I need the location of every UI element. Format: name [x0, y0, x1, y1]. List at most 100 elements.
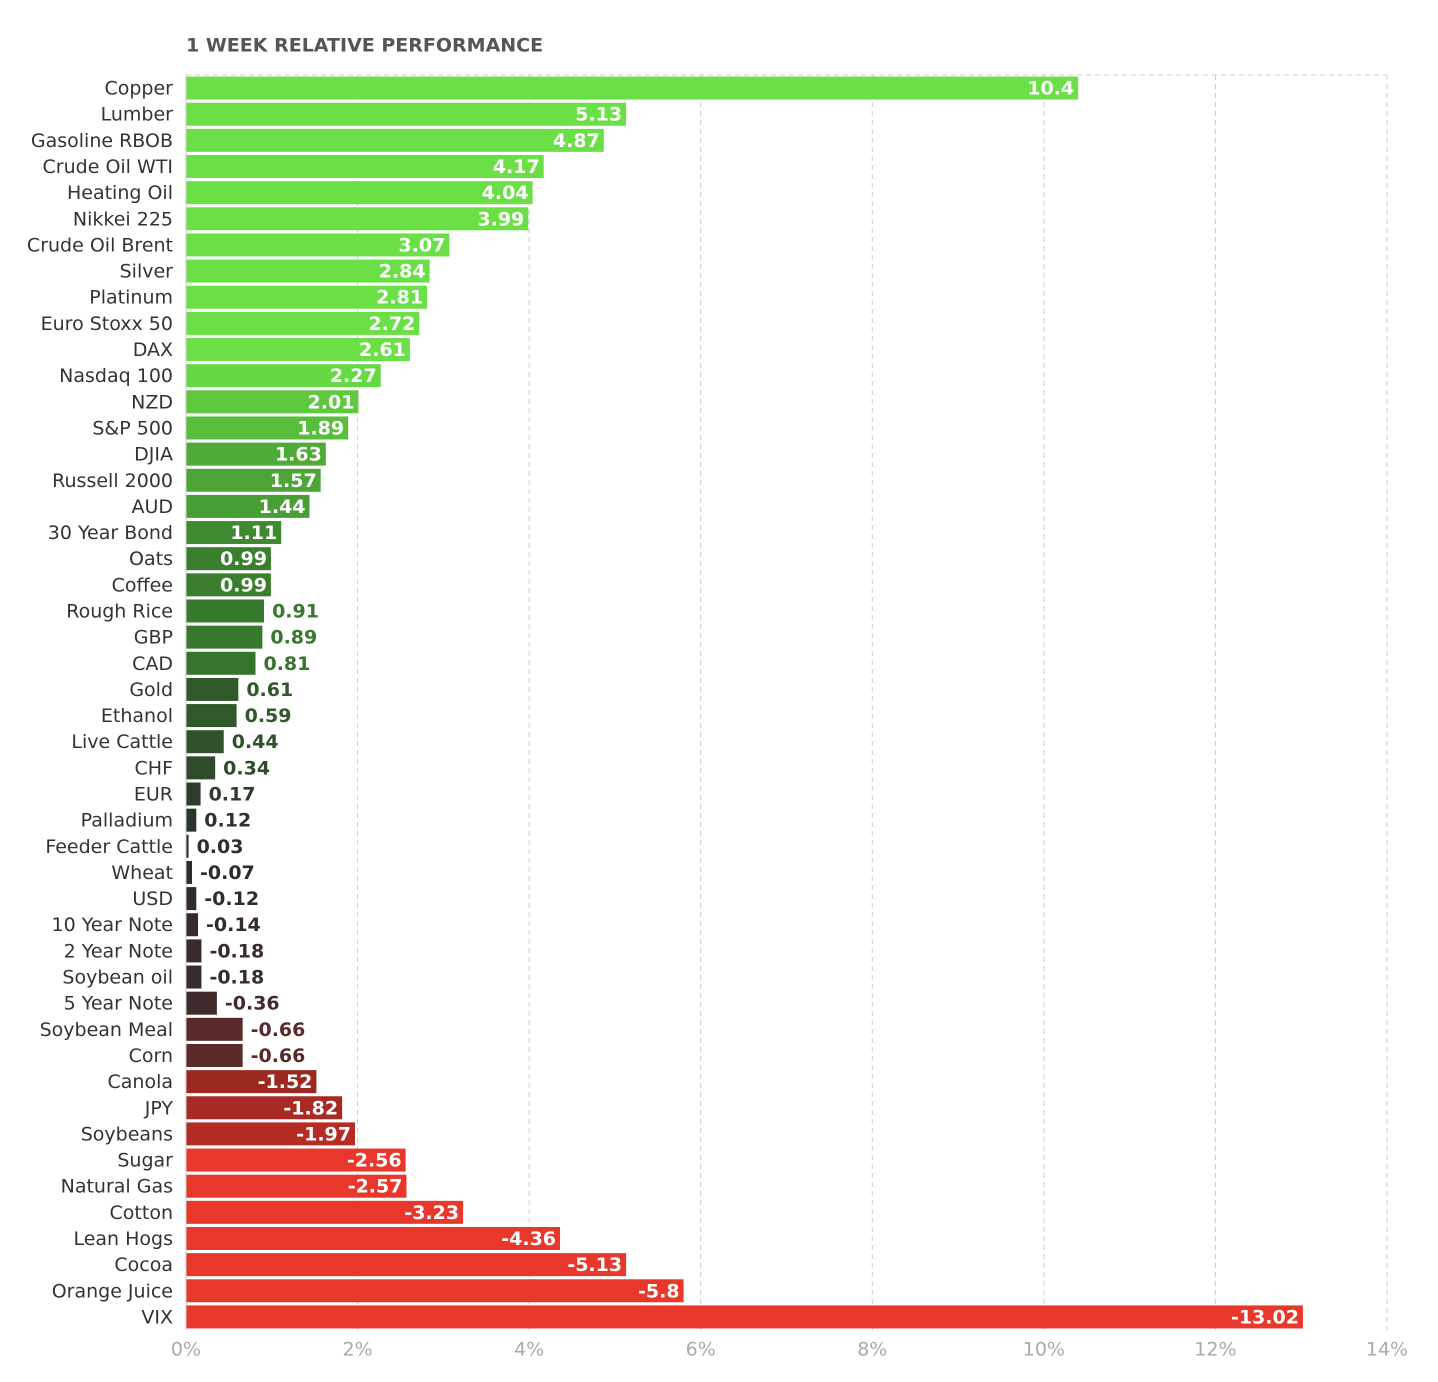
- y-tick-label: Natural Gas: [61, 1176, 173, 1198]
- y-tick-label: Soybeans: [81, 1123, 173, 1145]
- y-tick-label: NZD: [131, 391, 173, 413]
- value-label: 1.89: [297, 417, 344, 439]
- bar: [186, 573, 271, 597]
- bar: [186, 782, 201, 806]
- value-label: 2.72: [368, 313, 415, 335]
- bar: [186, 311, 420, 335]
- value-label: -5.8: [638, 1280, 680, 1302]
- y-tick-label: Lumber: [101, 104, 174, 126]
- bar: [186, 1200, 464, 1224]
- bar: [186, 521, 282, 545]
- value-label: 0.12: [204, 810, 251, 832]
- y-tick-label: Rough Rice: [66, 600, 173, 622]
- y-tick-label: Platinum: [89, 287, 173, 309]
- bar: [186, 416, 349, 440]
- bar: [186, 1043, 243, 1067]
- y-tick-label: Cocoa: [114, 1254, 173, 1276]
- value-label: -13.02: [1231, 1306, 1299, 1328]
- bar: [186, 965, 202, 989]
- x-tick-label: 2%: [342, 1339, 372, 1361]
- bar: [186, 913, 199, 937]
- y-tick-label: Soybean Meal: [40, 1019, 173, 1041]
- bar: [186, 1279, 684, 1303]
- value-label: 2.01: [308, 391, 355, 413]
- value-label: -0.66: [251, 1019, 306, 1041]
- bar: [186, 1148, 406, 1172]
- y-tick-label: AUD: [131, 496, 173, 518]
- value-label: -0.14: [206, 914, 261, 936]
- value-label: -1.97: [296, 1123, 351, 1145]
- bar: [186, 991, 217, 1015]
- value-label: 0.91: [272, 600, 319, 622]
- x-tick-label: 8%: [857, 1339, 887, 1361]
- bar: [186, 704, 237, 728]
- x-tick-label: 4%: [514, 1339, 544, 1361]
- bar: [186, 102, 627, 126]
- y-tick-label: CHF: [135, 757, 173, 779]
- bar: [186, 390, 359, 414]
- value-label: 0.44: [232, 731, 279, 753]
- y-tick-label: Euro Stoxx 50: [41, 313, 173, 335]
- value-label: 0.99: [220, 548, 267, 570]
- value-label: -2.57: [348, 1176, 403, 1198]
- value-label: 2.84: [379, 261, 426, 283]
- bar: [186, 1226, 561, 1250]
- bar: [186, 364, 381, 388]
- value-label: -0.66: [251, 1045, 306, 1067]
- bar: [186, 1096, 343, 1120]
- bar: [186, 834, 189, 858]
- value-label: 0.03: [197, 836, 244, 858]
- y-tick-label: 10 Year Note: [52, 914, 173, 936]
- bar: [186, 1253, 627, 1277]
- y-tick-label: Orange Juice: [52, 1280, 173, 1302]
- y-tick-label: 5 Year Note: [64, 993, 173, 1015]
- value-label: 1.11: [230, 522, 277, 544]
- bar: [186, 625, 263, 649]
- bar: [186, 1122, 355, 1146]
- y-tick-label: 30 Year Bond: [48, 522, 173, 544]
- x-tick-label: 12%: [1194, 1339, 1236, 1361]
- bar: [186, 468, 321, 492]
- bar: [186, 730, 224, 754]
- bar: [186, 338, 410, 362]
- value-label: -4.36: [501, 1228, 556, 1250]
- bar: [186, 677, 239, 701]
- y-tick-label: GBP: [134, 627, 173, 649]
- value-label: -3.23: [404, 1202, 459, 1224]
- bar: [186, 233, 450, 257]
- value-label: 4.17: [493, 156, 540, 178]
- y-tick-label: Canola: [108, 1071, 174, 1093]
- value-label: 0.89: [270, 627, 317, 649]
- bar: [186, 1174, 407, 1198]
- value-label: 5.13: [575, 104, 622, 126]
- y-tick-label: S&P 500: [92, 417, 173, 439]
- y-tick-label: Oats: [129, 548, 173, 570]
- value-label: 2.27: [330, 365, 377, 387]
- bar: [186, 1305, 1303, 1329]
- value-label: 0.17: [209, 784, 256, 806]
- y-tick-label: Feeder Cattle: [45, 836, 173, 858]
- bar: [186, 259, 430, 283]
- value-label: -0.07: [200, 862, 255, 884]
- y-tick-label: Crude Oil WTI: [43, 156, 173, 178]
- y-tick-label: VIX: [141, 1306, 173, 1328]
- bar: [186, 939, 202, 963]
- x-tick-label: 14%: [1366, 1339, 1408, 1361]
- x-tick-label: 10%: [1023, 1339, 1065, 1361]
- bar: [186, 599, 265, 623]
- y-tick-label: EUR: [134, 784, 173, 806]
- bar: [186, 860, 193, 884]
- y-tick-label: Corn: [129, 1045, 173, 1067]
- bar: [186, 181, 533, 205]
- value-label: 0.61: [246, 679, 293, 701]
- bar: [186, 285, 428, 309]
- y-tick-label: Nasdaq 100: [59, 365, 173, 387]
- y-tick-label: 2 Year Note: [64, 940, 173, 962]
- bar: [186, 128, 604, 152]
- y-tick-label: Coffee: [112, 574, 173, 596]
- x-tick-label: 6%: [686, 1339, 716, 1361]
- y-tick-label: Ethanol: [101, 705, 173, 727]
- value-label: 4.04: [482, 182, 529, 204]
- y-tick-label: Soybean oil: [62, 967, 173, 989]
